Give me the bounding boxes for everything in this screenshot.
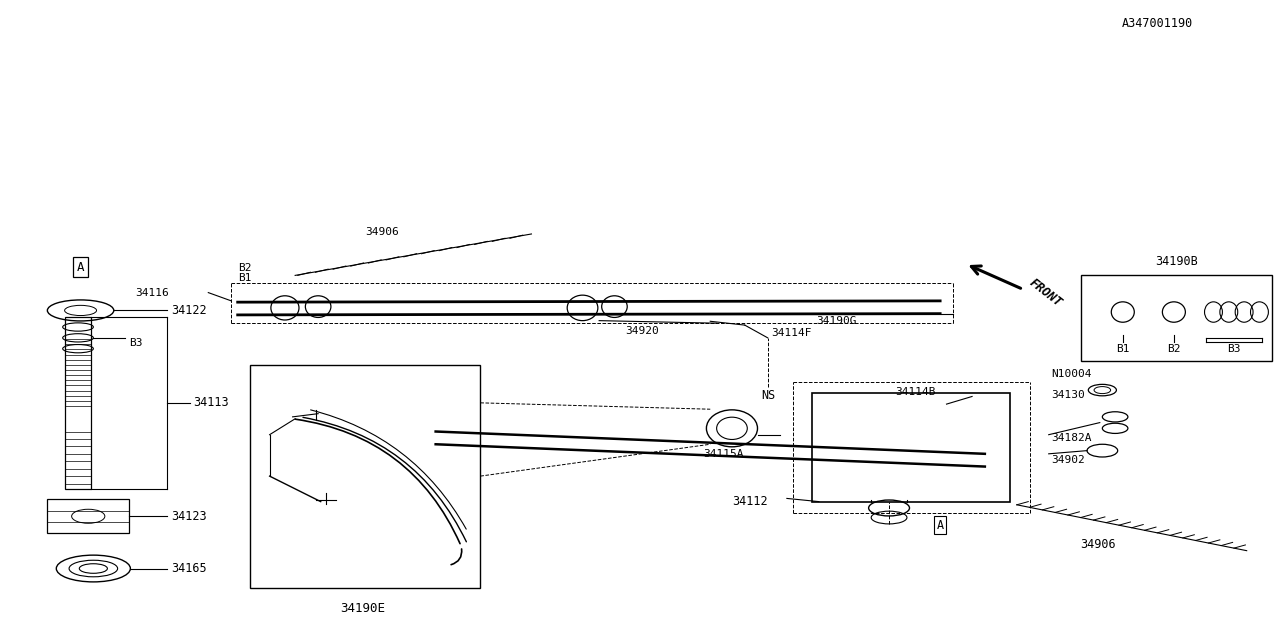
Text: 34920: 34920 [626,326,659,336]
Text: 34115A: 34115A [703,449,744,459]
Text: A347001190: A347001190 [1121,17,1193,30]
Text: 34123: 34123 [172,510,207,523]
Text: 34130: 34130 [1051,390,1085,399]
Text: A: A [937,518,943,532]
Text: 34902: 34902 [1051,455,1085,465]
Text: B1: B1 [238,273,251,283]
Text: 34114B: 34114B [896,387,936,397]
Text: FRONT: FRONT [1027,276,1065,310]
Text: 34190G: 34190G [817,316,856,326]
Text: 34190B: 34190B [1155,255,1198,268]
Text: 34122: 34122 [172,304,207,317]
Text: B2: B2 [238,263,251,273]
Text: 34116: 34116 [136,287,169,298]
Text: N10004: N10004 [1051,369,1092,379]
Text: 34906: 34906 [365,227,399,237]
Text: 34190E: 34190E [340,602,385,614]
Text: B3: B3 [1228,344,1240,354]
Text: 34113: 34113 [193,396,229,410]
Text: B2: B2 [1167,344,1180,354]
Text: 34114F: 34114F [772,328,812,338]
Text: 34112: 34112 [732,495,768,508]
Text: 34182A: 34182A [1051,433,1092,443]
Text: B3: B3 [129,338,142,348]
Text: B1: B1 [1116,344,1129,354]
Text: 34165: 34165 [172,562,207,575]
Text: NS: NS [762,388,776,402]
Text: A: A [77,260,84,274]
Text: 34906: 34906 [1080,538,1116,551]
